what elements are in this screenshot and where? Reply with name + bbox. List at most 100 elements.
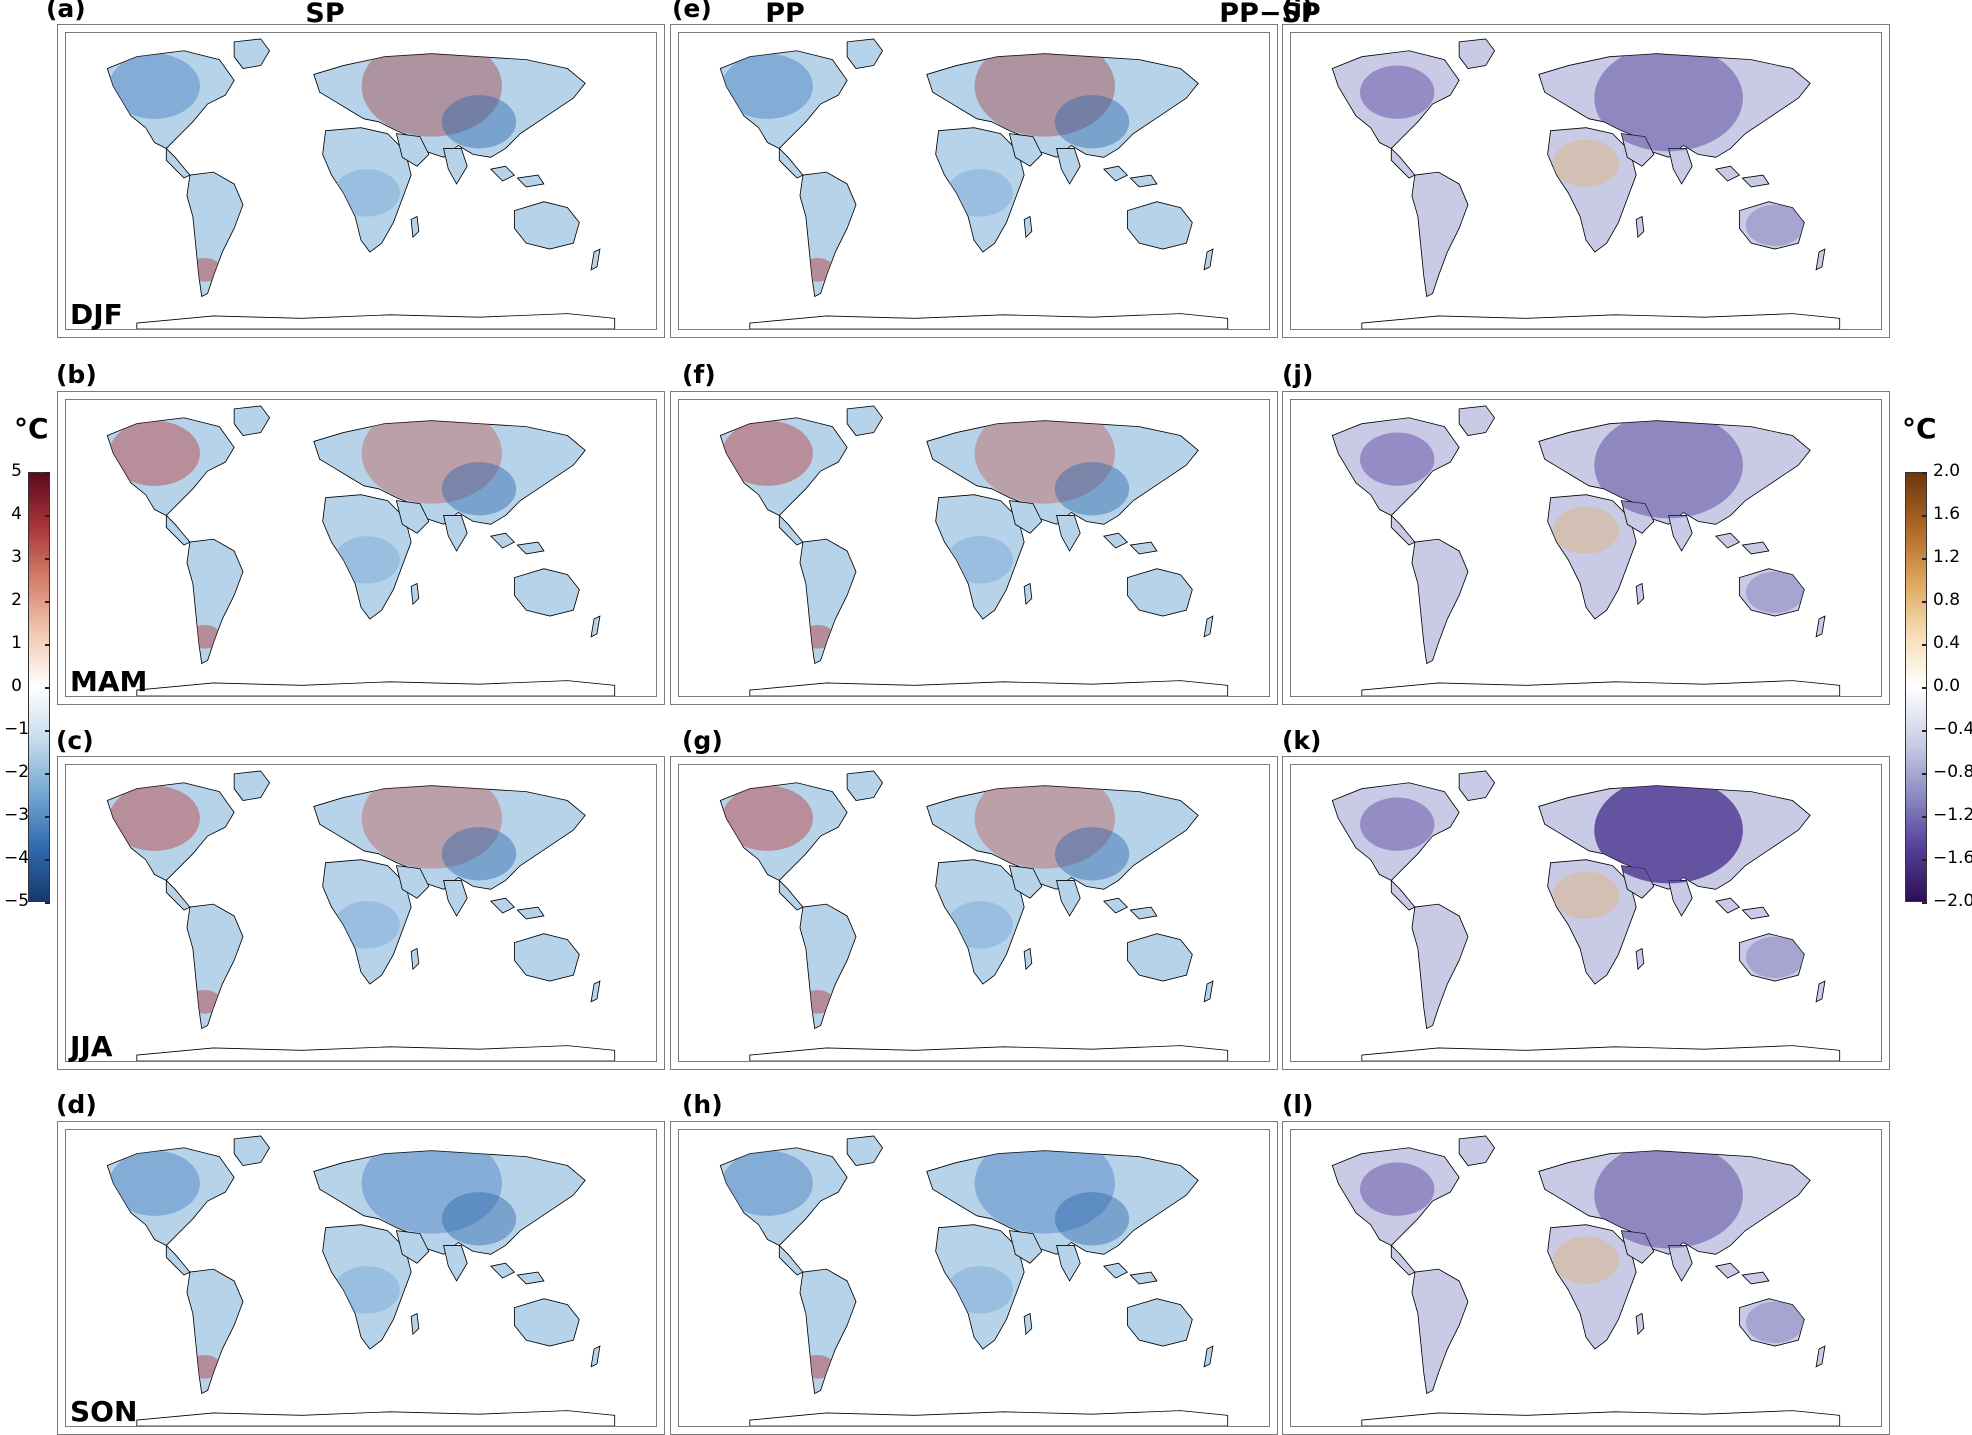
anomaly-patch [801, 1354, 835, 1379]
landmass [136, 1045, 616, 1061]
panel-label-a: (a) [46, 0, 86, 23]
landmass [1361, 680, 1841, 696]
landmass [926, 420, 1199, 525]
landmass [443, 148, 468, 185]
anomaly-patch [1360, 797, 1435, 851]
panel-label-b: (b) [56, 360, 97, 389]
anomaly-patch [722, 785, 813, 851]
colorbar-tick-label: 1 [11, 633, 22, 653]
panel-label-k: (k) [1282, 726, 1322, 755]
landmass [513, 568, 580, 617]
landmass [443, 515, 468, 552]
anomaly-patch [1054, 827, 1130, 881]
colorbar-tick [1922, 773, 1927, 775]
landmass [1056, 880, 1081, 917]
landmass [313, 785, 586, 890]
landmass [186, 1268, 244, 1395]
landmass [233, 405, 271, 436]
anomaly-field [109, 405, 517, 649]
landmass [1126, 568, 1193, 617]
colorbar-tick-label: −2 [4, 762, 30, 782]
season-label-djf: DJF [70, 298, 123, 331]
landmass [443, 1245, 468, 1282]
landmass [1635, 582, 1645, 606]
landmass [233, 770, 271, 801]
anomaly-patch [722, 53, 813, 119]
landmass [1056, 148, 1081, 185]
colorbar-tick [45, 472, 50, 474]
colorbar-tick [45, 859, 50, 861]
landmass [1056, 515, 1081, 552]
landmass [1102, 1262, 1158, 1285]
colorbar-tick-label: −2.0 [1933, 891, 1972, 911]
landmass [1458, 770, 1496, 801]
colorbar-tick-label: 1.2 [1933, 547, 1961, 567]
landmass [1203, 1345, 1214, 1368]
map-panel-e [670, 24, 1278, 338]
colorbar-tick-label: 2 [11, 590, 22, 610]
anomaly-patch [946, 536, 1013, 584]
landmass [1023, 582, 1033, 606]
colorbar-tick [1922, 730, 1927, 732]
world-map [719, 770, 1229, 1061]
panel-label-h: (h) [682, 1090, 723, 1119]
colorbar-tick-label: −1 [4, 719, 30, 739]
anomaly-patch [1594, 1141, 1743, 1249]
landmass [1547, 494, 1637, 620]
landmass [489, 1262, 545, 1285]
map-frame [1290, 764, 1882, 1062]
map-frame [678, 1129, 1270, 1427]
colorbar-tick-label: 2.0 [1933, 461, 1961, 481]
landmass [395, 1230, 430, 1264]
anomaly-patch [1054, 95, 1130, 149]
landmass [313, 53, 586, 158]
landmass [165, 879, 191, 911]
landmass [590, 248, 601, 271]
colorbar-tick [45, 816, 50, 818]
map-frame [1290, 32, 1882, 330]
world-map [106, 1135, 616, 1426]
anomaly-patch [801, 624, 835, 649]
colorbar-tick [45, 515, 50, 517]
landmass [1411, 538, 1469, 665]
anomaly-patch [974, 405, 1116, 504]
anomaly-patch [333, 536, 400, 584]
landmass [410, 1312, 420, 1336]
world-map [1331, 405, 1841, 696]
landmass [1102, 165, 1158, 188]
map-frame [1290, 1129, 1882, 1427]
colorbar-tick [1922, 601, 1927, 603]
landmass [1458, 1135, 1496, 1166]
map-panel-f [670, 391, 1278, 705]
anomaly-patch [1552, 506, 1620, 554]
landmass [1008, 133, 1043, 167]
anomaly-patch [333, 169, 400, 217]
anomaly-patch [1552, 1236, 1620, 1284]
landmass [1126, 201, 1193, 250]
landmass [1547, 859, 1637, 985]
landmass [1668, 515, 1693, 552]
anomaly-patch [1360, 1162, 1435, 1216]
landmass [136, 680, 616, 696]
landmass [1635, 1312, 1645, 1336]
anomaly-patch [1745, 936, 1804, 979]
landmass [165, 147, 191, 179]
colorbar-tick-label: 5 [11, 461, 22, 481]
panel-label-c: (c) [56, 726, 94, 755]
landmass [313, 420, 586, 525]
anomaly-patch [801, 257, 835, 282]
colorbar-tick-label: 0.8 [1933, 590, 1961, 610]
colorbar-tick [1922, 902, 1927, 904]
colorbar-tick [1922, 644, 1927, 646]
anomaly-patch [361, 405, 503, 504]
panel-label-d: (d) [56, 1090, 97, 1119]
landmass [1815, 248, 1826, 271]
anomaly-field [722, 405, 1130, 649]
landmass [410, 215, 420, 239]
landmass [799, 1268, 857, 1395]
colorbar-tick-label: −0.4 [1933, 719, 1972, 739]
landmass [1714, 165, 1770, 188]
landmass [846, 770, 884, 801]
colorbar-tick-label: −1.6 [1933, 848, 1972, 868]
landmass [1361, 313, 1841, 329]
